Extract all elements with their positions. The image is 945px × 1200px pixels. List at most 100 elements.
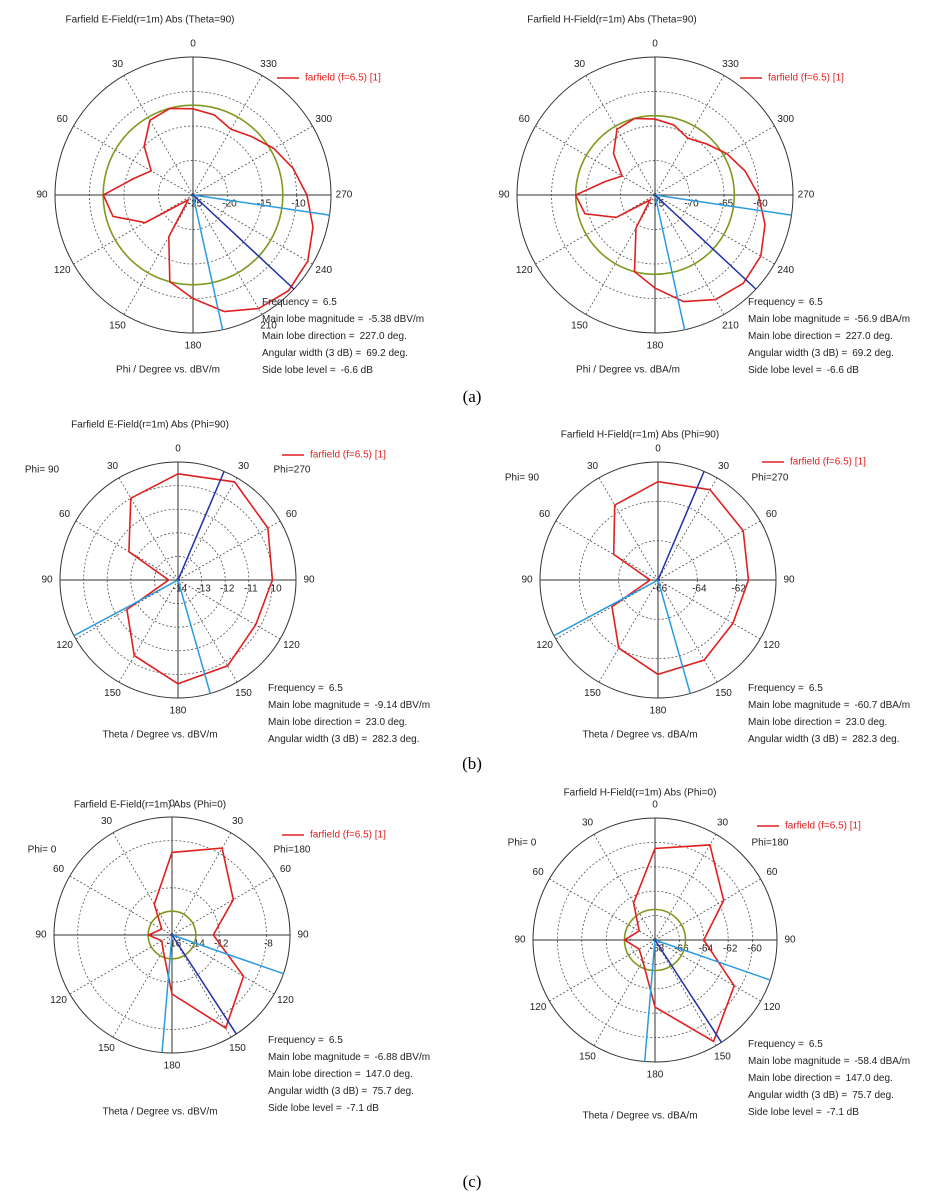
angle-tick-label: 180 [650, 706, 667, 717]
angle-tick-label: 0 [655, 444, 661, 455]
info-value: 69.2 deg. [852, 348, 894, 359]
grid-spoke [585, 75, 656, 196]
info-line: Frequency = 6.5 [262, 297, 337, 308]
info-line: Angular width (3 dB) = 69.2 deg. [748, 348, 894, 359]
angle-tick-label: 180 [185, 341, 202, 352]
info-value: 6.5 [809, 683, 823, 694]
info-line: Frequency = 6.5 [748, 683, 823, 694]
info-line: Angular width (3 dB) = 75.7 deg. [748, 1090, 894, 1101]
r-tick-label: -13 [196, 584, 211, 595]
side-label: Phi=180 [752, 838, 789, 849]
info-value: 75.7 deg. [372, 1086, 414, 1097]
pattern-curve [102, 107, 314, 313]
info-label: Frequency = [748, 297, 804, 308]
info-label: Main lobe direction = [262, 331, 355, 342]
r-tick-label: -11 [244, 584, 258, 595]
angle-tick-label: 150 [109, 320, 126, 331]
grid-spoke [118, 477, 179, 581]
info-line: Main lobe magnitude = -60.7 dBA/m [748, 700, 910, 711]
angle-tick-label: 180 [647, 341, 664, 352]
grid-spoke [654, 125, 775, 196]
info-label: Main lobe magnitude = [748, 700, 850, 711]
angle-tick-label: 120 [764, 1002, 781, 1013]
angle-tick-label: 90 [41, 575, 53, 586]
r-tick-label: -64 [692, 584, 707, 595]
angle-tick-label: 60 [539, 509, 551, 520]
caption: (c) [463, 1172, 482, 1191]
info-label: Main lobe magnitude = [268, 1052, 370, 1063]
legend-label: farfield (f=6.5) [1] [785, 821, 861, 832]
info-line: Side lobe level = -6.6 dB [748, 365, 859, 376]
info-label: Angular width (3 dB) = [748, 1090, 847, 1101]
angle-tick-label: 30 [232, 816, 244, 827]
grid-spoke [177, 579, 238, 683]
beam-width-line [654, 194, 686, 330]
grid-spoke [654, 939, 717, 1046]
angle-tick-label: 150 [104, 688, 121, 699]
angle-tick-label: 60 [766, 509, 778, 520]
info-line: Main lobe magnitude = -5.38 dBV/m [262, 314, 424, 325]
info-line: Main lobe direction = 23.0 deg. [268, 717, 407, 728]
info-value: 6.5 [323, 297, 337, 308]
info-line: Frequency = 6.5 [748, 1039, 823, 1050]
pattern-curve [126, 472, 274, 685]
beam-width-line [171, 934, 284, 975]
angle-tick-label: 60 [53, 864, 65, 875]
main-lobe-line [654, 194, 757, 290]
axis-label: Theta / Degree vs. dBV/m [102, 1107, 217, 1118]
angle-tick-label: 180 [164, 1061, 181, 1072]
angle-tick-label: 120 [283, 640, 300, 651]
angle-tick-label: 300 [315, 114, 332, 125]
angle-tick-label: 150 [579, 1052, 596, 1063]
info-value: 23.0 deg. [366, 717, 408, 728]
grid-spoke [123, 194, 194, 315]
info-label: Side lobe level = [748, 1107, 822, 1118]
beam-width-line [192, 194, 224, 330]
info-label: Main lobe magnitude = [262, 314, 364, 325]
r-tick-label: -15 [257, 199, 272, 210]
r-tick-label: -65 [719, 199, 734, 210]
angle-tick-label: 90 [297, 930, 309, 941]
angle-tick-label: 30 [574, 59, 586, 70]
angle-tick-label: 120 [516, 265, 533, 276]
side-label: Phi= 90 [505, 473, 540, 484]
angle-tick-label: 30 [587, 461, 599, 472]
legend-label: farfield (f=6.5) [1] [310, 450, 386, 461]
grid-spoke [177, 477, 238, 581]
info-line: Main lobe magnitude = -56.9 dBA/m [748, 314, 910, 325]
main-lobe-line [192, 194, 295, 290]
info-line: Main lobe direction = 227.0 deg. [262, 331, 407, 342]
legend-label: farfield (f=6.5) [1] [305, 73, 381, 84]
info-label: Frequency = [268, 1035, 324, 1046]
info-line: Angular width (3 dB) = 75.7 deg. [268, 1086, 414, 1097]
side-label: Phi= 0 [508, 838, 537, 849]
side-label: Phi=270 [752, 473, 789, 484]
info-line: Angular width (3 dB) = 282.3 deg. [748, 734, 899, 745]
angle-tick-label: 210 [722, 320, 739, 331]
grid-spoke [75, 520, 179, 581]
info-value: -9.14 dBV/m [374, 700, 430, 711]
info-label: Side lobe level = [262, 365, 336, 376]
r-tick-label: -12 [214, 939, 229, 950]
grid-spoke [654, 939, 761, 1002]
info-value: -7.1 dB [827, 1107, 860, 1118]
info-value: 75.7 deg. [852, 1090, 894, 1101]
chart-title: Farfield E-Field(r=1m) Abs (Phi=0) [74, 800, 226, 811]
angle-tick-label: 150 [235, 688, 252, 699]
angle-tick-label: 60 [533, 867, 545, 878]
angle-tick-label: 90 [303, 575, 315, 586]
info-value: 227.0 deg. [846, 331, 893, 342]
grid-spoke [654, 194, 775, 265]
beam-width-line [73, 579, 179, 637]
grid-spoke [123, 75, 194, 196]
angle-tick-label: 150 [715, 688, 732, 699]
grid-spoke [171, 934, 232, 1038]
info-label: Frequency = [748, 683, 804, 694]
beam-width-line [657, 579, 691, 694]
side-label: Phi= 90 [25, 465, 60, 476]
info-value: 282.3 deg. [372, 734, 419, 745]
angle-tick-label: 0 [169, 799, 175, 810]
r-tick-label: -20 [222, 199, 237, 210]
beam-width-line [192, 194, 330, 216]
angle-tick-label: 90 [783, 575, 795, 586]
